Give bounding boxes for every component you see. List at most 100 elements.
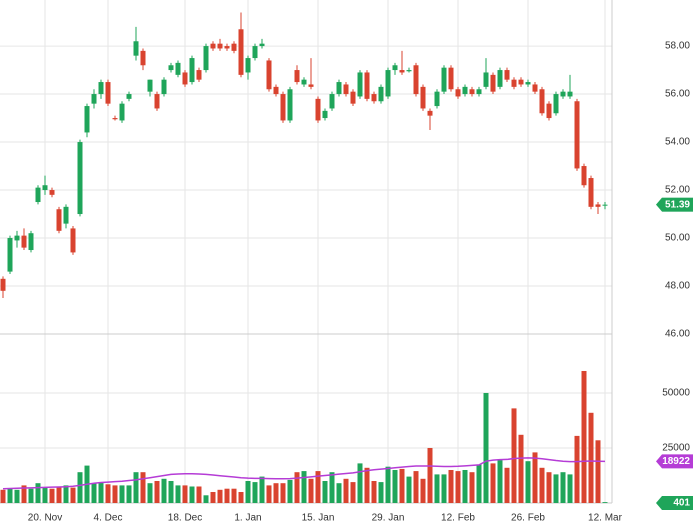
volume-bar [434, 474, 440, 503]
x-tick-label: 20. Nov [28, 513, 62, 524]
volume-bar [588, 412, 594, 503]
candle-body [42, 185, 48, 191]
candle-body [273, 86, 279, 95]
candle-body [133, 41, 139, 56]
volume-bar [245, 480, 251, 503]
x-tick-label: 18. Dec [168, 513, 202, 524]
candle-body [189, 58, 195, 83]
candle-body [238, 29, 244, 75]
candle-body [413, 65, 419, 95]
volume-bar [406, 476, 412, 503]
candle-body [168, 65, 174, 71]
volume-bar [189, 486, 195, 503]
candle-body [287, 89, 293, 121]
candle-body [308, 84, 314, 87]
volume-bar [413, 471, 419, 503]
candle-body [203, 46, 209, 71]
candle-body [385, 70, 391, 97]
volume-bar [420, 478, 426, 503]
candle-body [483, 72, 489, 87]
volume-bar [210, 491, 216, 503]
candle-body [511, 79, 517, 87]
volume-bar [217, 489, 223, 503]
last-volume-tag: 401 [673, 498, 690, 509]
candle-body [84, 106, 90, 133]
candle-body [315, 98, 321, 121]
candle-body [476, 89, 482, 95]
volume-bar [448, 469, 454, 503]
volume-bar [308, 478, 314, 503]
candle-body [532, 84, 538, 92]
candle-body [497, 70, 503, 87]
volume-bar [441, 474, 447, 503]
volume-bar [91, 483, 97, 503]
volume-bar [154, 480, 160, 503]
volume-bar [504, 467, 510, 503]
candle-body [336, 82, 342, 95]
last-ma-tag: 18922 [662, 456, 690, 467]
last-volume-tag-arrow [656, 496, 662, 510]
candle-body [588, 178, 594, 207]
volume-bar [336, 483, 342, 503]
y-tick-label: 56.00 [665, 89, 690, 100]
candle-body [301, 79, 307, 85]
candle-body [567, 91, 573, 97]
candle-body [462, 86, 468, 95]
y-tick-label: 48.00 [665, 281, 690, 292]
volume-bar [322, 480, 328, 503]
volume-bar [364, 467, 370, 503]
candle-body [231, 43, 237, 51]
candle-body [0, 278, 6, 291]
x-tick-label: 4. Dec [94, 513, 123, 524]
volume-bar [287, 479, 293, 503]
last-price-tag: 51.39 [665, 199, 690, 210]
y-tick-label: 58.00 [665, 41, 690, 52]
last-price-tag-bg [662, 197, 693, 212]
volume-bar [476, 464, 482, 503]
volume-bar [28, 488, 34, 503]
candle-body [56, 209, 62, 231]
volume-bar [133, 472, 139, 503]
candle-body [441, 67, 447, 92]
candle-body [546, 103, 552, 119]
volume-bar [49, 488, 55, 503]
volume-bar [518, 434, 524, 503]
volume-bar [266, 485, 272, 503]
x-tick-label: 15. Jan [302, 513, 335, 524]
volume-bar [42, 487, 48, 503]
candle-body [63, 206, 69, 224]
candle-body [7, 238, 13, 272]
volume-bar [462, 469, 468, 503]
volume-bar [399, 468, 405, 503]
y2-tick-label: 50000 [662, 388, 690, 399]
volume-bar [567, 474, 573, 503]
volume-bar [378, 482, 384, 503]
candle-body [399, 70, 405, 73]
candle-body [448, 67, 454, 90]
volume-bar [203, 495, 209, 503]
volume-bar [126, 485, 132, 503]
volume-bar [175, 485, 181, 503]
moving-average [2, 457, 606, 490]
candle-body [175, 62, 181, 75]
candle-body [35, 187, 41, 203]
volume-bar [119, 485, 125, 503]
last-price-tag-arrow [656, 197, 662, 212]
candle-body [28, 233, 34, 251]
volume-bar [63, 485, 69, 503]
volume-bar [301, 471, 307, 503]
volume-bar [483, 392, 489, 503]
volume-bar [357, 463, 363, 503]
candle-body [539, 89, 545, 114]
candle-body [525, 82, 531, 85]
volume-bar [511, 408, 517, 503]
volume-bar [539, 467, 545, 503]
volume-bar [168, 480, 174, 503]
candle-body [581, 166, 587, 186]
volume-bar [70, 487, 76, 503]
candle-body [126, 94, 132, 99]
volume-bar [161, 478, 167, 503]
volume-bar [392, 469, 398, 503]
candle-body [602, 204, 608, 206]
volume-bar [112, 485, 118, 503]
